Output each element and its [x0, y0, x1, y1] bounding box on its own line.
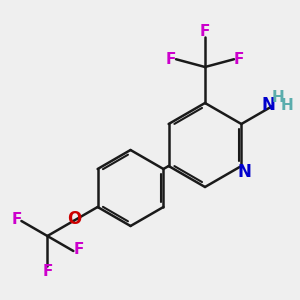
Text: F: F [234, 52, 244, 67]
Text: N: N [237, 163, 251, 181]
Text: F: F [73, 242, 84, 257]
Text: F: F [42, 265, 52, 280]
Text: F: F [166, 52, 176, 67]
Text: F: F [200, 25, 210, 40]
Text: O: O [67, 210, 82, 228]
Text: H: H [280, 98, 293, 112]
Text: H: H [271, 91, 284, 106]
Text: F: F [11, 212, 22, 227]
Text: N: N [262, 96, 275, 114]
